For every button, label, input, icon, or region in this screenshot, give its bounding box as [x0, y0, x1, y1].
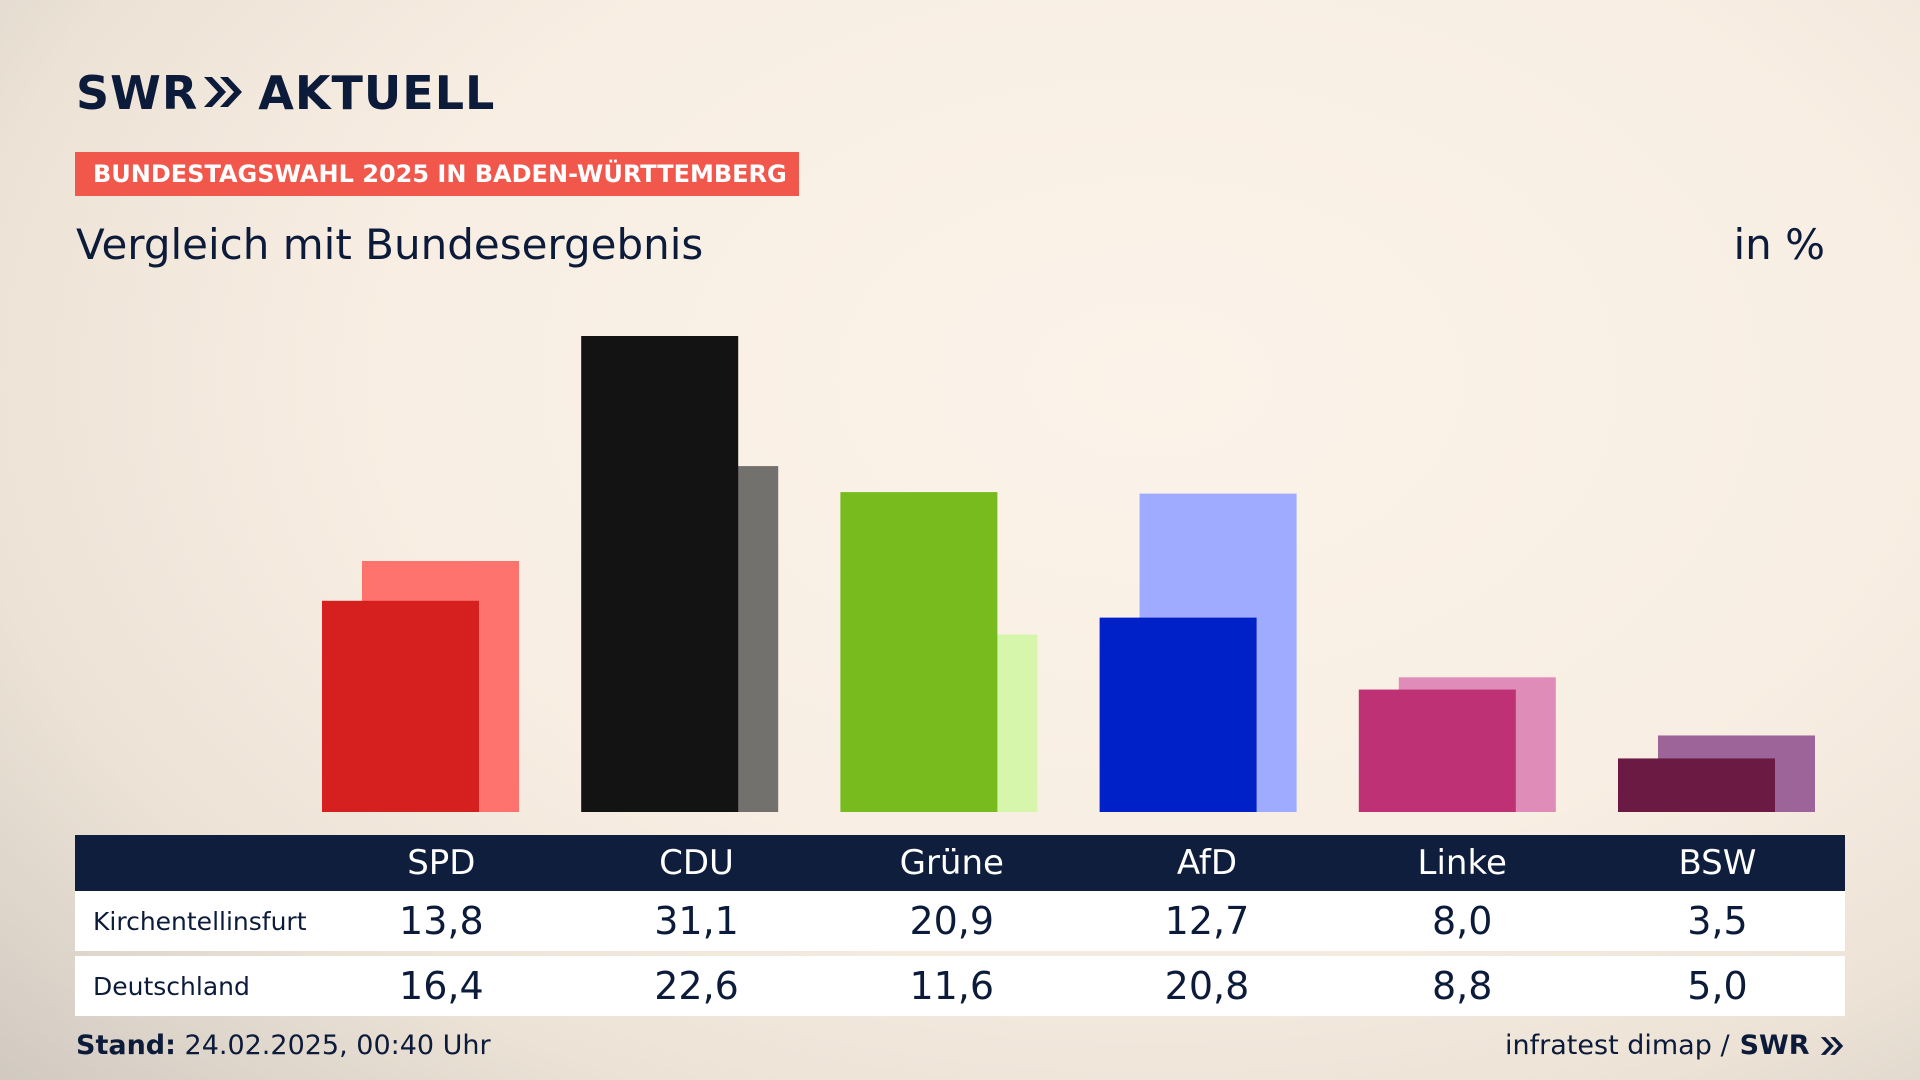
footer-chevron-icon: [1820, 1037, 1844, 1055]
header-afd: AfD: [1176, 843, 1238, 883]
value-kirchentellinsfurt-linke: 8,0: [1431, 899, 1493, 943]
swr-aktuell-logo: SWR AKTUELL: [76, 66, 495, 120]
source-text: infratest dimap /: [1505, 1030, 1730, 1061]
election-banner: BUNDESTAGSWAHL 2025 IN BADEN-WÜRTTEMBERG: [75, 152, 799, 196]
value-kirchentellinsfurt-cdu: 31,1: [654, 899, 739, 943]
value-kirchentellinsfurt-spd: 13,8: [399, 899, 484, 943]
bar-chart: [322, 336, 1815, 812]
header-spd: SPD: [407, 843, 476, 883]
footer-swr-text: SWR: [1739, 1030, 1810, 1061]
bar-kirchentellinsfurt-afd: [1099, 617, 1257, 812]
footer-swr-logo: SWR: [1740, 1030, 1845, 1061]
bar-kirchentellinsfurt-gruene: [840, 492, 998, 812]
bar-kirchentellinsfurt-linke: [1358, 689, 1516, 812]
double-chevron-icon: [202, 66, 244, 120]
value-deutschland-bsw: 5,0: [1687, 964, 1748, 1008]
value-kirchentellinsfurt-gruene: 20,9: [909, 899, 995, 943]
value-deutschland-afd: 20,8: [1164, 964, 1250, 1008]
header-linke: Linke: [1417, 843, 1507, 883]
header-gruene: Grüne: [899, 843, 1004, 883]
header-bsw: BSW: [1678, 843, 1757, 883]
logo-swr-text: SWR: [76, 66, 199, 120]
table-header-row: SPD CDU Grüne AfD Linke BSW: [75, 835, 1845, 891]
chart-subtitle: Vergleich mit Bundesergebnis: [76, 220, 704, 269]
table-row-deutschland: Deutschland 16,4 22,6 11,6 20,8 8,8 5,0: [75, 956, 1845, 1016]
row-label-kirchentellinsfurt: Kirchentellinsfurt: [93, 906, 307, 936]
value-deutschland-gruene: 11,6: [909, 964, 995, 1008]
table-row-kirchentellinsfurt: Kirchentellinsfurt 13,8 31,1 20,9 12,7 8…: [75, 891, 1845, 951]
value-deutschland-spd: 16,4: [399, 964, 484, 1008]
timestamp: Stand: 24.02.2025, 00:40 Uhr: [76, 1030, 491, 1061]
bar-kirchentellinsfurt-cdu: [581, 336, 739, 812]
stand-value: 24.02.2025, 00:40 Uhr: [184, 1030, 491, 1061]
value-deutschland-linke: 8,8: [1431, 964, 1493, 1008]
bar-kirchentellinsfurt-spd: [322, 600, 479, 812]
source-credit: infratest dimap / SWR: [1505, 1030, 1845, 1061]
results-table: SPD CDU Grüne AfD Linke BSW Kirchentelli…: [75, 835, 1845, 1016]
unit-label: in %: [1733, 220, 1825, 269]
row-label-deutschland: Deutschland: [93, 971, 250, 1001]
value-kirchentellinsfurt-bsw: 3,5: [1687, 899, 1748, 943]
bar-kirchentellinsfurt-bsw: [1618, 758, 1775, 812]
value-kirchentellinsfurt-afd: 12,7: [1164, 899, 1250, 943]
table-header-empty: [75, 835, 314, 891]
stand-label: Stand:: [76, 1030, 176, 1061]
value-deutschland-cdu: 22,6: [654, 964, 739, 1008]
header-cdu: CDU: [659, 843, 734, 883]
logo-aktuell-text: AKTUELL: [258, 66, 496, 120]
